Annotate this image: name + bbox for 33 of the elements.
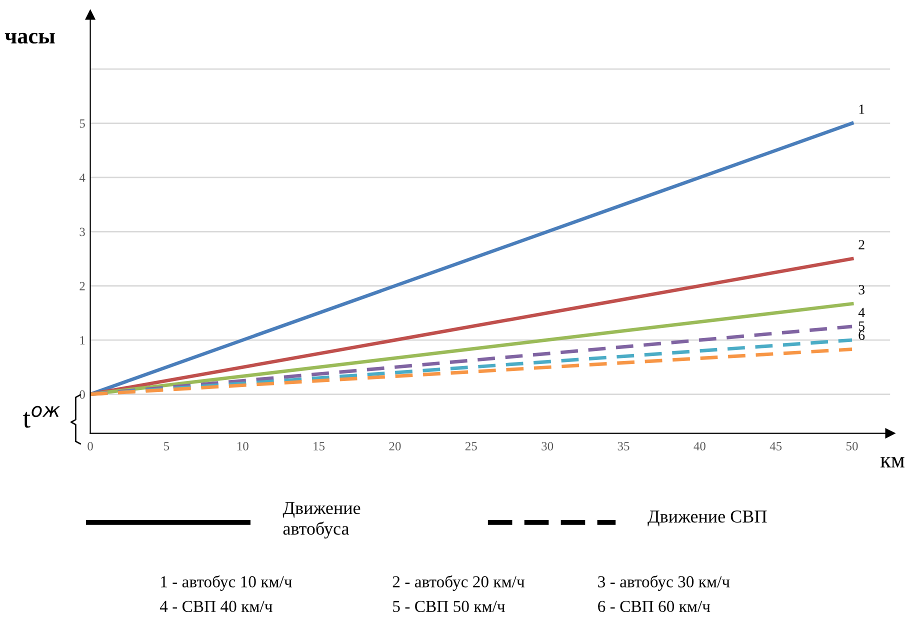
text: t$^{ож}$ [23, 406, 60, 428]
text: Движение СВП [648, 510, 767, 526]
text: 5 - СВП 50 км/ч [393, 600, 505, 612]
x-tick-label: 5 [164, 442, 170, 450]
series-label: 2 [858, 240, 864, 250]
x-tick-label: 0 [88, 442, 93, 450]
series-label: 3 [858, 285, 865, 294]
x-tick-label: 20 [389, 442, 401, 450]
text: 6 - СВП 60 км/ч [598, 600, 710, 612]
x-tick-label: 15 [314, 442, 325, 450]
y-tick-label: 4 [79, 174, 86, 182]
y-tick-label: 5 [80, 119, 85, 128]
series-label: 6 [858, 330, 865, 340]
series-label: 1 [859, 104, 864, 114]
text: Движение автобуса [282, 502, 360, 538]
series-label: 5 [858, 322, 865, 331]
text: 1 - автобус 10 км/ч [161, 575, 292, 591]
x-axis-title: км [880, 457, 904, 468]
x-tick-label: 25 [465, 442, 477, 450]
x-tick-label: 35 [618, 442, 630, 450]
x-tick-label: 30 [542, 442, 554, 450]
y-axis-title: часы [4, 32, 55, 44]
y-tick-label: 3 [80, 228, 85, 236]
text: 4 - СВП 40 км/ч [160, 600, 272, 612]
series-label: 4 [858, 308, 865, 318]
y-tick-label: 2 [80, 282, 85, 290]
x-tick-label: 10 [237, 442, 248, 450]
y-tick-label: 1 [80, 336, 85, 344]
text: 2 - автобус 20 км/ч [392, 575, 524, 591]
x-tick-label: 50 [846, 442, 858, 450]
text: 3 - автобус 30 км/ч [598, 575, 730, 591]
x-tick-label: 45 [770, 442, 782, 450]
x-tick-label: 40 [694, 442, 706, 450]
